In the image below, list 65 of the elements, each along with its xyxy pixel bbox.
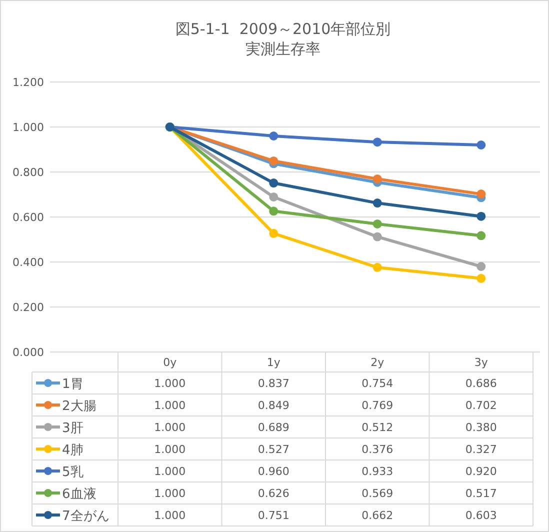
data-label: 1.000 — [154, 465, 186, 478]
legend-label: 5乳 — [62, 465, 84, 480]
point — [372, 262, 382, 272]
data-label: 0.327 — [465, 443, 497, 456]
data-label: 0.702 — [465, 399, 497, 412]
data-label: 0.933 — [362, 465, 394, 478]
point — [372, 138, 382, 147]
data-label: 0.849 — [258, 399, 290, 412]
legend-label: 7全がん — [62, 509, 110, 524]
x-tick-label: 0y — [163, 356, 178, 369]
point — [476, 274, 486, 283]
data-label: 1.000 — [154, 487, 186, 500]
point — [476, 231, 486, 240]
point — [269, 156, 278, 166]
point — [372, 198, 382, 208]
point — [476, 212, 486, 221]
data-label: 0.380 — [465, 421, 497, 434]
data-label: 1.000 — [154, 509, 186, 522]
data-label: 0.517 — [465, 487, 497, 500]
data-label: 1.000 — [154, 377, 186, 390]
data-label: 0.751 — [258, 509, 290, 522]
data-label: 0.689 — [258, 421, 290, 434]
data-label: 0.960 — [258, 465, 290, 478]
y-tick-label: 1.000 — [12, 121, 44, 134]
data-label: 0.603 — [465, 509, 497, 522]
legend-label: 4肺 — [62, 443, 84, 458]
data-label: 0.376 — [362, 443, 394, 456]
point — [269, 132, 278, 140]
point — [476, 262, 486, 271]
point — [269, 192, 278, 202]
y-tick-label: 0.200 — [12, 301, 44, 314]
data-label: 0.626 — [258, 487, 290, 500]
data-label: 0.754 — [362, 377, 394, 390]
point — [372, 174, 382, 184]
legend-label: 2大腸 — [62, 399, 96, 414]
data-label: 1.000 — [154, 399, 186, 412]
data-label: 0.512 — [362, 421, 394, 434]
point — [476, 140, 486, 150]
point — [372, 232, 382, 242]
data-label: 1.000 — [154, 443, 186, 456]
data-label: 0.662 — [362, 509, 394, 522]
y-tick-label: 1.200 — [12, 76, 44, 89]
data-label: 0.527 — [258, 443, 290, 456]
point — [269, 206, 278, 216]
legend-label: 6血液 — [62, 487, 96, 502]
data-label: 0.837 — [258, 377, 290, 390]
data-label: 1.000 — [154, 421, 186, 434]
point — [476, 190, 486, 199]
data-label: 0.569 — [362, 487, 394, 500]
y-tick-label: 0.800 — [12, 166, 44, 179]
point — [269, 228, 278, 238]
data-label: 0.769 — [362, 399, 394, 412]
y-tick-label: 0.000 — [12, 346, 44, 359]
x-tick-label: 3y — [474, 356, 488, 369]
point — [372, 219, 382, 228]
x-tick-label: 1y — [266, 356, 281, 369]
y-tick-label: 0.600 — [12, 211, 44, 224]
y-tick-label: 0.400 — [12, 256, 44, 269]
point — [269, 178, 278, 188]
data-label: 0.686 — [465, 377, 497, 390]
legend-label: 3肝 — [62, 421, 84, 436]
data-label: 0.920 — [465, 465, 497, 478]
legend-label: 1胃 — [62, 377, 84, 392]
x-tick-label: 2y — [370, 356, 385, 369]
title: 図5-1-1 2009～2010年部位別実測生存率 — [175, 20, 391, 58]
